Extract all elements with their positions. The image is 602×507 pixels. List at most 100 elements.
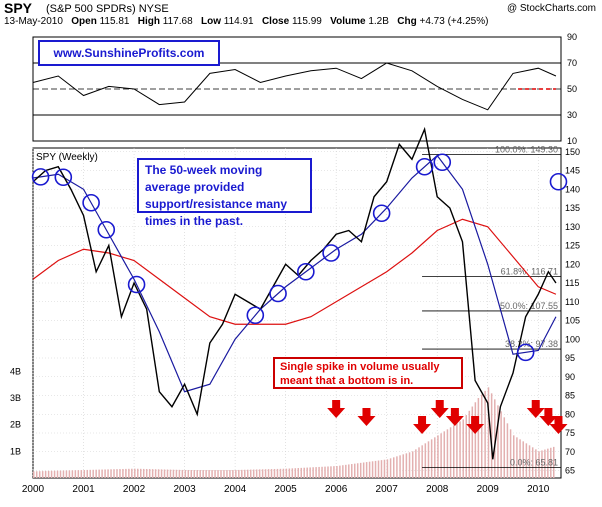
- volume-bar: [459, 421, 461, 478]
- change-value: +4.73 (+4.25%): [419, 16, 489, 27]
- year-tick-label: 2000: [22, 484, 45, 495]
- volume-bar: [205, 470, 207, 478]
- volume-bar: [187, 470, 190, 478]
- volume-bar: [427, 441, 430, 478]
- volume-bar: [270, 469, 273, 478]
- volume-bar: [453, 425, 455, 478]
- volume-bar: [309, 467, 311, 478]
- volume-bar: [525, 443, 528, 478]
- indicator-tick-label: 90: [567, 32, 577, 42]
- high-label: High: [137, 16, 161, 27]
- indicator-tick-label: 50: [567, 84, 577, 94]
- volume-bar: [202, 470, 204, 478]
- year-tick-label: 2003: [173, 484, 196, 495]
- quote-line: 13-May-2010 Open 115.81 High 117.68 Low …: [4, 16, 488, 27]
- volume-bar: [151, 469, 154, 478]
- volume-bar: [199, 470, 201, 478]
- volume-bar: [519, 439, 521, 478]
- volume-bar: [550, 447, 552, 478]
- year-tick-label: 2001: [72, 484, 95, 495]
- volume-bar: [273, 468, 276, 478]
- close-value: 115.99: [291, 16, 322, 27]
- price-tick-label: 130: [565, 222, 580, 232]
- volume-bar: [86, 469, 88, 478]
- volume-bar: [362, 462, 365, 478]
- volume-bar: [494, 399, 496, 478]
- volume-bar: [83, 470, 86, 478]
- volume-bar: [465, 415, 468, 478]
- support-circle: [97, 220, 116, 239]
- support-circle: [246, 306, 265, 325]
- volume-bar: [172, 469, 175, 478]
- price-layer: [32, 126, 557, 460]
- volume-spike-note: Single spike in volume usually meant tha…: [273, 357, 463, 389]
- year-tick-label: 2008: [426, 484, 449, 495]
- volume-bar: [59, 470, 62, 478]
- volume-bar: [41, 471, 44, 478]
- website-link[interactable]: www.SunshineProfits.com: [38, 40, 220, 66]
- volume-bar: [276, 468, 279, 478]
- volume-bar: [315, 467, 317, 478]
- volume-bar: [226, 470, 228, 478]
- volume-bar: [424, 443, 427, 478]
- price-tick-label: 105: [565, 316, 580, 326]
- price-tick-label: 120: [565, 259, 580, 269]
- volume-bar: [235, 470, 237, 478]
- volume-bar: [175, 469, 178, 478]
- volume-bar: [110, 469, 112, 478]
- moving-average-note: The 50-week moving average provided supp…: [137, 158, 312, 228]
- year-tick-label: 2007: [376, 484, 399, 495]
- volume-bar: [211, 470, 213, 478]
- volume-bar: [377, 460, 380, 478]
- volume-arrow: [357, 408, 376, 426]
- volume-bar: [267, 469, 270, 478]
- volume-bar: [128, 468, 130, 478]
- volume-bar: [229, 470, 231, 478]
- volume-bar: [531, 447, 534, 478]
- volume-bar: [306, 467, 308, 478]
- volume-arrow: [466, 416, 485, 434]
- volume-bar: [74, 470, 77, 478]
- fibonacci-label: 38.2%: 97.38: [505, 339, 558, 349]
- volume-bar: [500, 411, 502, 478]
- volume-bar: [50, 470, 53, 478]
- volume-bar: [249, 469, 252, 478]
- volume-bar: [214, 470, 216, 478]
- volume-bar: [547, 448, 549, 478]
- volume-bar: [487, 387, 490, 478]
- volume-bar: [353, 463, 356, 478]
- support-circle: [322, 244, 340, 262]
- support-circle: [127, 275, 146, 294]
- volume-tick-label: 3B: [10, 393, 21, 403]
- support-circle: [372, 204, 391, 223]
- volume-bar: [223, 470, 225, 478]
- volume-bar: [258, 469, 261, 478]
- volume-arrow: [539, 408, 558, 426]
- volume-bar: [220, 470, 222, 478]
- volume-bar: [92, 469, 94, 478]
- volume-bar: [359, 462, 362, 478]
- volume-value: 1.2B: [368, 16, 389, 27]
- volume-bar: [282, 468, 285, 478]
- volume-arrow: [413, 416, 432, 434]
- volume-bar: [291, 468, 294, 478]
- price-tick-label: 65: [565, 466, 575, 476]
- volume-bar: [35, 471, 38, 478]
- volume-bar: [474, 402, 477, 478]
- volume-bar: [65, 470, 68, 478]
- volume-bar: [98, 469, 100, 478]
- volume-bar: [333, 466, 335, 478]
- volume-bar: [241, 469, 243, 478]
- volume-bar: [300, 467, 302, 478]
- volume-bar: [446, 429, 449, 478]
- volume-bar: [181, 469, 184, 478]
- symbol: SPY: [4, 0, 33, 16]
- axis-layer: 65 70 75 80 85 90 95 100 105 110 115 120 125 130 135 14…: [22, 147, 580, 495]
- year-tick-label: 2009: [477, 484, 500, 495]
- high-value: 117.68: [162, 16, 193, 27]
- fibonacci-label: 61.8%: 116.71: [501, 267, 558, 277]
- volume-bar: [528, 445, 531, 478]
- volume-bar: [134, 468, 136, 478]
- volume-bar: [116, 469, 118, 478]
- volume-bar: [288, 468, 291, 478]
